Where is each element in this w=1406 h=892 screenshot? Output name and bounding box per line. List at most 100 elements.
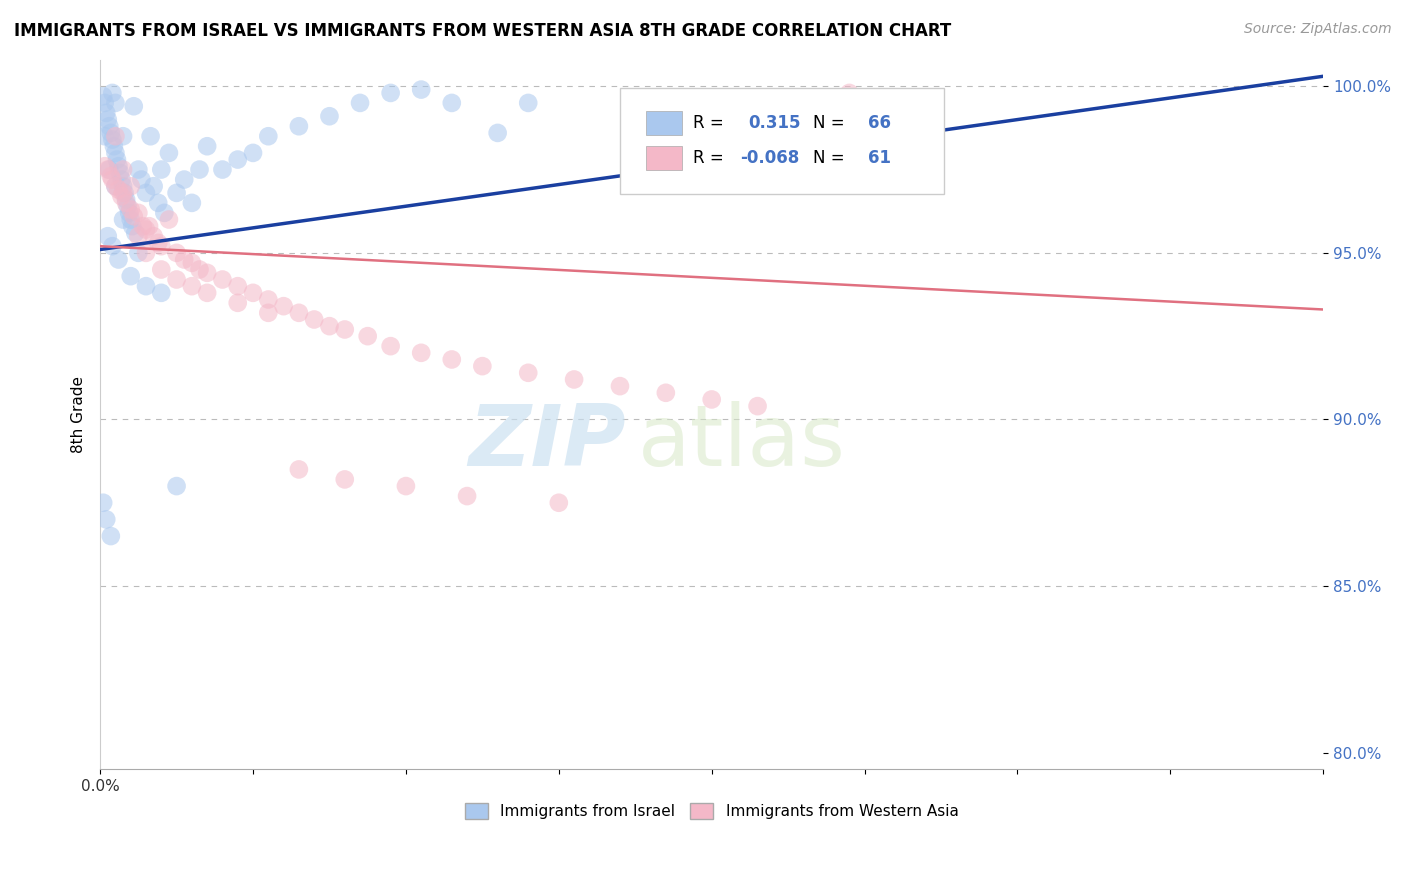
Point bbox=[380, 86, 402, 100]
Point bbox=[96, 106, 118, 120]
Point bbox=[101, 86, 124, 100]
Point bbox=[211, 162, 233, 177]
Point bbox=[118, 206, 141, 220]
FancyBboxPatch shape bbox=[645, 146, 682, 170]
Point bbox=[100, 126, 122, 140]
Point bbox=[257, 306, 280, 320]
Point bbox=[150, 285, 173, 300]
Point bbox=[117, 199, 139, 213]
Point bbox=[257, 293, 280, 307]
Point bbox=[195, 139, 218, 153]
Point bbox=[127, 206, 149, 220]
Point bbox=[104, 95, 127, 110]
Point bbox=[104, 179, 127, 194]
Point bbox=[456, 489, 478, 503]
Point bbox=[127, 229, 149, 244]
Point bbox=[148, 195, 170, 210]
Point bbox=[135, 222, 157, 236]
Point bbox=[91, 496, 114, 510]
Point bbox=[188, 162, 211, 177]
Text: IMMIGRANTS FROM ISRAEL VS IMMIGRANTS FROM WESTERN ASIA 8TH GRADE CORRELATION CHA: IMMIGRANTS FROM ISRAEL VS IMMIGRANTS FRO… bbox=[14, 22, 952, 40]
Point bbox=[97, 162, 120, 177]
Point bbox=[150, 162, 173, 177]
Point bbox=[173, 172, 195, 186]
Y-axis label: 8th Grade: 8th Grade bbox=[72, 376, 86, 453]
Text: 0.315: 0.315 bbox=[748, 114, 801, 132]
Point bbox=[100, 529, 122, 543]
Point bbox=[93, 95, 115, 110]
Point bbox=[112, 162, 135, 177]
Point bbox=[107, 159, 129, 173]
Point bbox=[98, 162, 121, 177]
Point bbox=[318, 319, 340, 334]
Point bbox=[148, 235, 170, 250]
Point bbox=[135, 279, 157, 293]
Point bbox=[138, 219, 160, 234]
Text: 66: 66 bbox=[869, 114, 891, 132]
Point bbox=[150, 262, 173, 277]
Point bbox=[257, 129, 280, 144]
Legend: Immigrants from Israel, Immigrants from Western Asia: Immigrants from Israel, Immigrants from … bbox=[458, 797, 965, 825]
Text: N =: N = bbox=[813, 149, 845, 167]
Point bbox=[166, 272, 188, 286]
Point bbox=[357, 329, 380, 343]
Point bbox=[380, 339, 402, 353]
Point bbox=[747, 399, 769, 413]
Point bbox=[135, 245, 157, 260]
Point bbox=[517, 95, 540, 110]
Point bbox=[115, 193, 138, 207]
Point bbox=[333, 322, 356, 336]
Point bbox=[838, 86, 860, 100]
Point bbox=[122, 99, 145, 113]
Point bbox=[112, 179, 135, 194]
Text: 61: 61 bbox=[869, 149, 891, 167]
Point bbox=[110, 172, 132, 186]
Point bbox=[131, 172, 153, 186]
Point bbox=[180, 279, 202, 293]
Point bbox=[486, 126, 509, 140]
Point bbox=[395, 479, 418, 493]
Point bbox=[104, 145, 127, 160]
Point bbox=[122, 209, 145, 223]
Point bbox=[157, 145, 180, 160]
Point bbox=[105, 153, 128, 167]
Point bbox=[127, 162, 149, 177]
Point bbox=[150, 239, 173, 253]
Point bbox=[110, 189, 132, 203]
Point bbox=[120, 212, 142, 227]
Point bbox=[411, 346, 433, 360]
Point bbox=[318, 109, 340, 123]
Point bbox=[112, 129, 135, 144]
Point bbox=[115, 195, 138, 210]
Text: Source: ZipAtlas.com: Source: ZipAtlas.com bbox=[1244, 22, 1392, 37]
Text: ZIP: ZIP bbox=[468, 401, 626, 484]
Point bbox=[142, 229, 165, 244]
Point bbox=[120, 179, 142, 194]
Point bbox=[114, 186, 136, 200]
Point bbox=[93, 159, 115, 173]
Point bbox=[112, 186, 135, 200]
Point bbox=[120, 269, 142, 284]
Point bbox=[103, 139, 125, 153]
Point bbox=[288, 120, 311, 134]
Point bbox=[101, 172, 124, 186]
Point bbox=[211, 272, 233, 286]
Text: R =: R = bbox=[693, 114, 724, 132]
Point bbox=[97, 229, 120, 244]
Point bbox=[166, 186, 188, 200]
Point bbox=[195, 285, 218, 300]
Point bbox=[302, 312, 325, 326]
Point bbox=[166, 479, 188, 493]
Text: -0.068: -0.068 bbox=[740, 149, 799, 167]
Point bbox=[101, 132, 124, 146]
Point bbox=[93, 129, 115, 144]
Point bbox=[471, 359, 494, 373]
Point bbox=[107, 252, 129, 267]
Point bbox=[153, 206, 176, 220]
Point bbox=[135, 186, 157, 200]
Point bbox=[242, 285, 264, 300]
Point bbox=[226, 295, 249, 310]
Point bbox=[273, 299, 295, 313]
Point bbox=[609, 379, 631, 393]
Point bbox=[288, 462, 311, 476]
